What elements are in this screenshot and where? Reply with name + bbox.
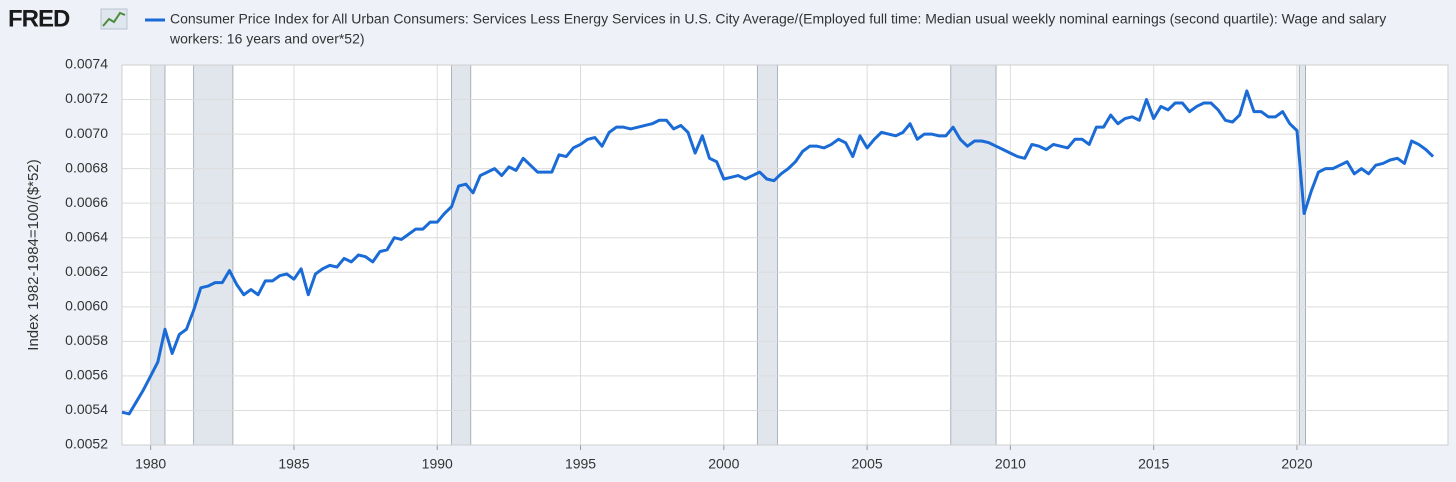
legend-text: workers: 16 years and over*52): [169, 31, 365, 47]
recession-band: [756, 64, 778, 446]
y-tick-label: 0.0056: [65, 367, 108, 383]
y-tick-label: 0.0054: [65, 401, 108, 417]
recession-band: [451, 64, 472, 446]
recession-band: [1298, 64, 1306, 446]
recession-band: [193, 64, 234, 446]
plot-area: [122, 65, 1448, 445]
x-tick-label: 1995: [565, 456, 596, 472]
y-tick-label: 0.0060: [65, 298, 108, 314]
x-tick-label: 2015: [1138, 456, 1169, 472]
y-tick-label: 0.0072: [65, 90, 108, 106]
x-tick-label: 2005: [852, 456, 883, 472]
logo-icon: [100, 8, 128, 30]
x-tick-label: 2020: [1281, 456, 1312, 472]
data-line: [121, 89, 1435, 416]
y-tick-label: 0.0064: [65, 228, 108, 244]
plot-border: [121, 64, 1449, 446]
y-tick-label: 0.0068: [65, 159, 108, 175]
y-tick-label: 0.0062: [65, 263, 108, 279]
x-tick-label: 1980: [135, 456, 166, 472]
x-tick-label: 1985: [278, 456, 309, 472]
recession-band: [150, 64, 166, 446]
x-tick-label: 1990: [422, 456, 453, 472]
y-tick-label: 0.0066: [65, 194, 108, 210]
x-tick-label: 2000: [708, 456, 739, 472]
y-tick-label: 0.0074: [65, 56, 108, 72]
y-tick-label: 0.0052: [65, 436, 108, 452]
legend-text: Consumer Price Index for All Urban Consu…: [170, 11, 1386, 27]
y-tick-label: 0.0070: [65, 125, 108, 141]
y-tick-label: 0.0058: [65, 332, 108, 348]
recession-band: [950, 64, 997, 446]
logo: FRED: [8, 5, 70, 32]
y-axis-label: Index 1982-1984=100/($*52): [25, 159, 42, 350]
x-tick-label: 2010: [995, 456, 1026, 472]
